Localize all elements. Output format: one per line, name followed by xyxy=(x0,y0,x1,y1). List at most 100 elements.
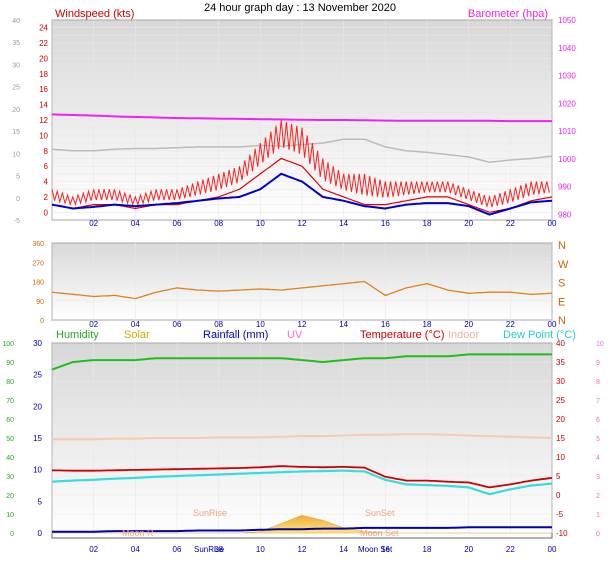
time-tick: 10 xyxy=(256,219,265,228)
time-tick: 06 xyxy=(173,219,182,228)
legend-solar: Solar xyxy=(124,329,150,341)
rain-ytick: 10 xyxy=(33,466,42,475)
wind-outer-ytick: -5 xyxy=(14,218,20,225)
humidity-ytick: 100 xyxy=(2,341,14,348)
windrun-line xyxy=(51,138,553,164)
time-tick: 02 xyxy=(89,320,98,329)
direction-line xyxy=(51,280,553,300)
time-tick: 12 xyxy=(298,545,307,554)
wind-ytick: 6 xyxy=(44,162,49,171)
humidity-ytick: 80 xyxy=(6,379,14,386)
wind-ytick: 20 xyxy=(39,54,48,63)
chart-title: 24 hour graph day : 13 November 2020 xyxy=(204,2,396,14)
time-tick: 08 xyxy=(214,320,223,329)
rain-ytick: 20 xyxy=(33,402,42,411)
barometer-label: Barometer (hpa) xyxy=(468,8,548,20)
moonset-marker: Moon Set xyxy=(360,528,399,538)
wind-ytick: 22 xyxy=(39,39,48,48)
temp-ytick: 30 xyxy=(556,377,565,386)
time-tick: 06 xyxy=(173,545,182,554)
wind-outer-ytick: 20 xyxy=(12,107,20,114)
dir-ytick: 270 xyxy=(32,260,44,267)
wind-ytick: 24 xyxy=(39,24,48,33)
dir-ytick: 180 xyxy=(32,280,44,287)
moonrise-marker: Moon R xyxy=(122,528,154,538)
uv-ytick: 2 xyxy=(596,493,600,500)
legend-rainfall: Rainfall (mm) xyxy=(203,329,268,341)
time-tick: 12 xyxy=(298,320,307,329)
dir-ytick: 0 xyxy=(40,318,44,325)
gust-line xyxy=(51,119,550,208)
rain-ytick: 5 xyxy=(38,497,43,506)
uv-ytick: 0 xyxy=(596,531,600,538)
wind-ytick: 18 xyxy=(39,70,48,79)
time-tick: 16 xyxy=(381,219,390,228)
time-tick: 18 xyxy=(423,219,432,228)
compass-label: W xyxy=(558,259,569,271)
humidity-ytick: 90 xyxy=(6,360,14,367)
wind-ytick: 0 xyxy=(44,208,49,217)
temp-ytick: 35 xyxy=(556,358,565,367)
windspeed-label: Windspeed (kts) xyxy=(55,8,134,20)
temp-ytick: -10 xyxy=(556,529,568,538)
baro-ytick: 1000 xyxy=(558,155,576,164)
uv-ytick: 4 xyxy=(596,455,600,462)
windspeed-line xyxy=(51,157,553,213)
wind-outer-ytick: 10 xyxy=(12,151,20,158)
wind-ytick: 12 xyxy=(39,116,48,125)
moonset-axis-label: Moon Set xyxy=(358,545,393,554)
dir-ytick: 360 xyxy=(32,241,44,248)
wind-ytick: 2 xyxy=(44,193,49,202)
indoor-line xyxy=(52,433,553,441)
legend-uv: UV xyxy=(287,329,303,341)
time-tick: 04 xyxy=(131,545,140,554)
humidity-ytick: 40 xyxy=(6,455,14,462)
time-tick: 22 xyxy=(506,219,515,228)
time-tick: 14 xyxy=(339,219,348,228)
wind-ytick: 16 xyxy=(39,85,48,94)
time-tick: 18 xyxy=(423,320,432,329)
uv-ytick: 10 xyxy=(596,341,604,348)
temp-ytick: 15 xyxy=(556,434,565,443)
uv-ytick: 9 xyxy=(596,360,600,367)
baro-ytick: 1030 xyxy=(558,72,576,81)
time-tick: 06 xyxy=(173,320,182,329)
rain-ytick: 30 xyxy=(33,339,42,348)
time-tick: 16 xyxy=(381,545,390,554)
baro-ytick: 980 xyxy=(558,210,572,219)
temp-ytick: 10 xyxy=(556,453,565,462)
humidity-ytick: 50 xyxy=(6,436,14,443)
temp-ytick: 40 xyxy=(556,339,565,348)
rain-ytick: 15 xyxy=(33,434,42,443)
uv-ytick: 1 xyxy=(596,512,600,519)
time-tick: 00 xyxy=(548,219,557,228)
compass-label: S xyxy=(558,278,565,290)
time-tick: 16 xyxy=(381,320,390,329)
wind-outer-ytick: 15 xyxy=(12,129,20,136)
time-tick: 22 xyxy=(506,320,515,329)
wind-ytick: 14 xyxy=(39,101,48,110)
wind-average-line xyxy=(51,172,553,216)
time-tick: 00 xyxy=(548,320,557,329)
dir-ytick: 90 xyxy=(36,299,44,306)
time-tick: 20 xyxy=(464,219,473,228)
legend-indoor: Indoor xyxy=(448,329,480,341)
baro-ytick: 1020 xyxy=(558,99,576,108)
temp-ytick: 0 xyxy=(556,491,561,500)
solar-area xyxy=(52,514,552,534)
time-tick: 04 xyxy=(131,219,140,228)
humidity-ytick: 0 xyxy=(10,531,14,538)
humidity-ytick: 60 xyxy=(6,417,14,424)
time-tick: 00 xyxy=(548,545,557,554)
uv-ytick: 6 xyxy=(596,417,600,424)
uv-ytick: 5 xyxy=(596,436,600,443)
wind-ytick: 4 xyxy=(44,178,49,187)
temperature-line xyxy=(51,465,553,489)
compass-label: E xyxy=(558,296,565,308)
temp-ytick: 20 xyxy=(556,415,565,424)
time-tick: 02 xyxy=(89,219,98,228)
baro-line xyxy=(51,113,552,123)
humidity-ytick: 20 xyxy=(6,493,14,500)
wind-outer-ytick: 30 xyxy=(12,62,20,69)
rain-ytick: 0 xyxy=(38,529,43,538)
